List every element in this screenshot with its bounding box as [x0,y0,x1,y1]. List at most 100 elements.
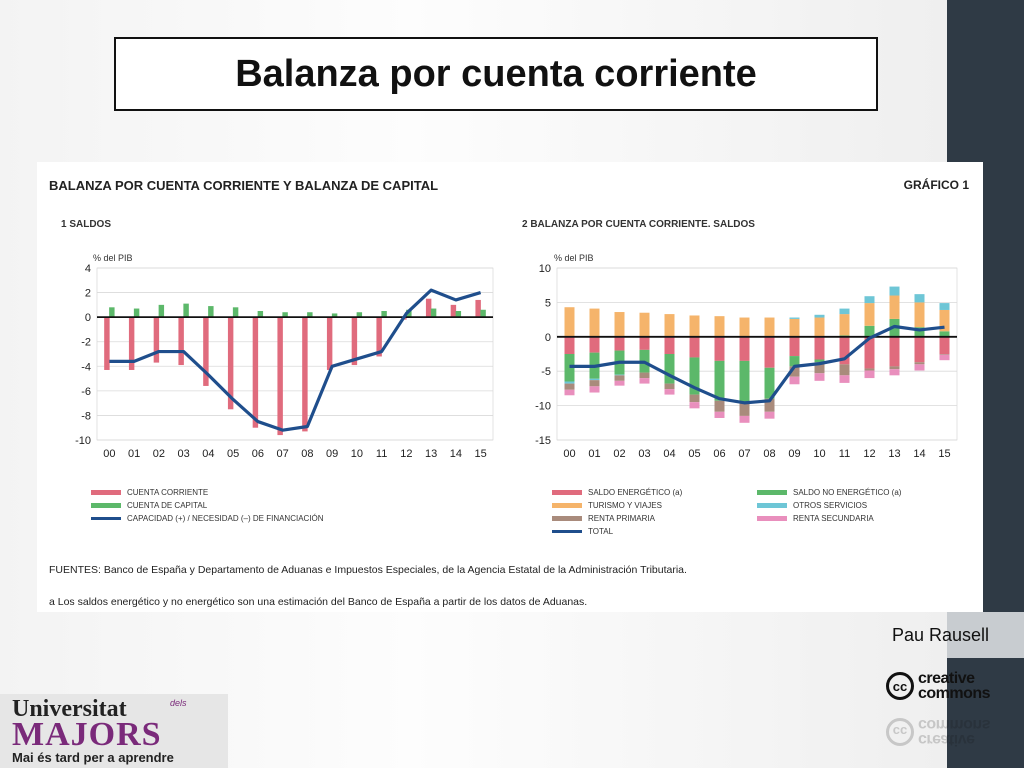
bar [282,312,288,318]
bar-segment [639,336,650,350]
logo-line2: MAJORS [12,716,162,753]
x-tick-label: 13 [425,448,437,460]
bar-segment [689,336,700,358]
cc-reflection-line1: creative [918,731,975,748]
bar [480,309,486,318]
y-tick-label: 2 [85,288,91,300]
bar-segment [864,303,875,326]
bar-segment [614,380,625,386]
legend-item: TURISMO Y VIAJES [552,499,757,512]
cc-reflection-line2: commons [918,716,991,733]
y-tick-label: -2 [81,337,91,349]
bar-segment [839,336,850,365]
bar [381,311,387,318]
x-tick-label: 09 [326,448,338,460]
figure-header: BALANZA POR CUENTA CORRIENTE Y BALANZA D… [49,178,439,193]
bar-segment [789,356,800,367]
y-tick-label: 0 [545,332,551,344]
chart1-legend: CUENTA CORRIENTE CUENTA DE CAPITAL CAPACID… [91,486,471,525]
x-tick-label: 15 [938,448,950,460]
bar [450,304,457,318]
bar-segment [889,286,900,296]
bar [208,306,214,318]
figure-panel: BALANZA POR CUENTA CORRIENTE Y BALANZA D… [37,162,983,612]
bar-segment [739,402,750,416]
x-tick-label: 11 [839,448,850,460]
bar [109,307,115,318]
bar-segment [939,309,950,332]
x-tick-label: 02 [613,448,625,460]
bar-segment [914,294,925,303]
x-tick-label: 08 [301,448,313,460]
x-tick-label: 06 [252,448,264,460]
cc-icon-reflection: cc [886,718,914,746]
bar [158,304,165,318]
x-tick-label: 07 [277,448,289,460]
bar-segment [814,314,825,318]
bar-segment [789,376,800,385]
bar-segment [639,372,650,379]
bar-segment [914,302,925,328]
bar-segment [839,364,850,376]
legend-label: TOTAL [588,527,614,536]
legend-swatch [552,503,582,508]
y-tick-label: -5 [541,366,551,378]
bar [257,311,264,318]
legend-item: CUENTA CORRIENTE [91,486,471,499]
bar-segment [814,317,825,337]
bar [356,312,363,318]
cc-text-line2: commons [918,685,991,702]
bar-segment [689,394,700,403]
legend-swatch [757,503,787,508]
bar-segment [939,303,950,310]
bar [178,317,184,366]
bar-segment [839,314,850,336]
bar-segment [664,336,675,354]
bar-segment [664,389,675,395]
y-tick-label: 4 [85,263,91,275]
y-tick-label: 10 [539,263,551,275]
legend-item: RENTA SECUNDARIA [757,512,937,525]
bar [376,317,382,357]
legend-swatch [552,516,582,521]
figure-number: GRÁFICO 1 [903,178,969,192]
bar-segment [589,336,600,353]
creative-commons-logo: cc creative commons [886,666,1024,706]
series-line [109,288,482,432]
bar [227,317,234,410]
bar-segment [889,336,900,367]
bar-segment [739,336,750,361]
bar-segment [764,398,775,412]
y-tick-label: -8 [81,410,91,422]
creative-commons-reflection: cc creative commons [886,712,1024,752]
bar-segment [564,383,575,390]
bar [430,308,437,318]
bar-segment [764,411,775,419]
bar [232,307,239,318]
decorative-side-strip [947,612,1024,658]
bar [104,317,110,370]
bar-segment [589,380,600,387]
bar-segment [739,317,750,337]
bar-segment [889,369,900,376]
bar-segment [614,374,625,376]
x-tick-label: 07 [738,448,750,460]
figure-note: a Los saldos energético y no energético … [49,596,588,608]
legend-label: CAPACIDAD (+) / NECESIDAD (–) DE FINANCI… [127,514,324,523]
bar-segment [689,357,700,395]
bar [425,298,432,318]
bar-segment [789,336,800,357]
bar-segment [764,336,775,368]
x-tick-label: 12 [400,448,412,460]
bar-segment [789,366,800,377]
bar-segment [939,331,950,337]
legend-label: SALDO ENERGÉTICO (a) [588,488,683,497]
x-tick-label: 05 [688,448,700,460]
bar-segment [889,295,900,319]
bar-segment [814,362,825,374]
bar-segment [914,364,925,371]
author-name: Pau Rausell [892,625,990,645]
bar-segment [814,336,825,360]
x-tick-label: 08 [763,448,775,460]
x-tick-label: 00 [103,448,115,460]
